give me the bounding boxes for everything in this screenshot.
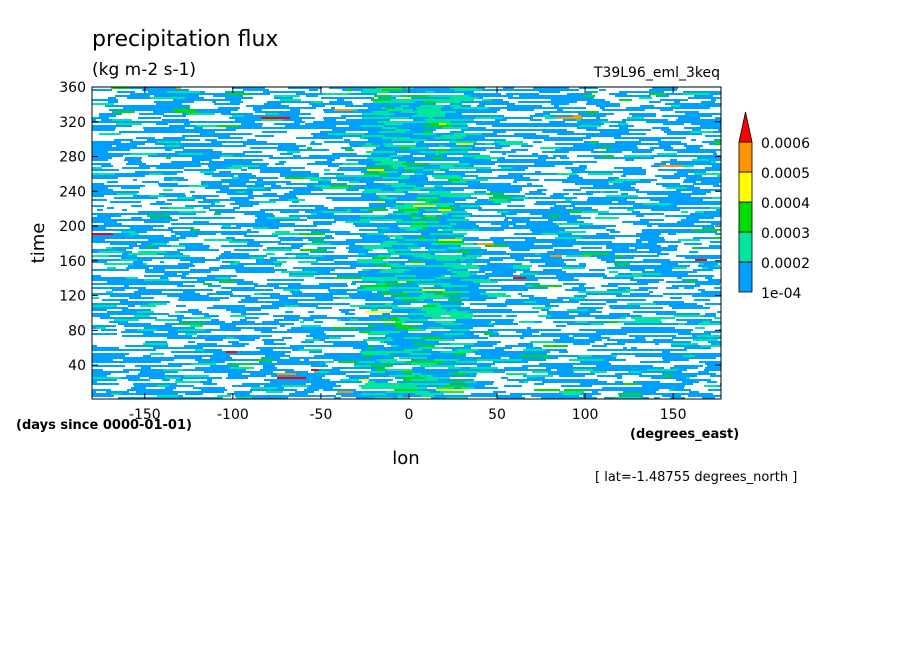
y-units-label: (days since 0000-01-01) [16,418,192,433]
y-axis-label: time [28,223,49,264]
y-tick-label: 40 [68,358,86,374]
heatmap-field [92,87,721,399]
x-units-label: (degrees_east) [630,427,739,442]
colorbar-label: 0.0004 [761,196,810,212]
plot-frame [91,86,722,400]
colorbar-swatch-4 [738,141,753,173]
x-tick-label: 50 [488,407,506,423]
x-axis-label: lon [392,448,419,469]
experiment-label: T39L96_eml_3keq [593,65,720,81]
units-label: (kg m-2 s-1) [92,60,196,80]
colorbar: 1e-04 0.0002 0.0003 0.0004 0.0005 0.0006 [738,111,810,302]
x-axis: -150 -100 -50 0 50 100 150 [129,87,687,423]
y-tick-label: 360 [59,80,86,96]
colorbar-label: 0.0006 [761,136,810,152]
colorbar-swatch-3 [738,171,753,203]
colorbar-label: 0.0005 [761,166,810,182]
colorbar-label: 1e-04 [761,286,801,302]
colorbar-swatch-1 [738,231,753,263]
y-tick-label: 80 [68,323,86,339]
x-tick-label: -100 [217,407,249,423]
colorbar-extend-arrow [738,111,753,143]
colorbar-swatch-0 [738,261,753,293]
y-tick-label: 240 [59,184,86,200]
y-tick-label: 280 [59,150,86,166]
y-axis: 40 80 120 160 200 240 280 320 360 [59,80,721,374]
x-tick-label: 150 [660,407,687,423]
x-tick-label: -50 [309,407,332,423]
x-tick-label: 100 [572,407,599,423]
colorbar-label: 0.0003 [761,226,810,242]
x-tick-label: -150 [129,407,161,423]
y-tick-label: 120 [59,289,86,305]
colorbar-label: 0.0002 [761,256,810,272]
latitude-note: [ lat=-1.48755 degrees_north ] [595,470,797,485]
y-tick-label: 200 [59,219,86,235]
chart-title: precipitation flux [92,27,278,52]
field-band-1 [92,87,721,399]
y-tick-label: 160 [59,254,86,270]
colorbar-swatch-2 [738,201,753,233]
y-tick-label: 320 [59,115,86,131]
x-tick-label: 0 [405,407,414,423]
